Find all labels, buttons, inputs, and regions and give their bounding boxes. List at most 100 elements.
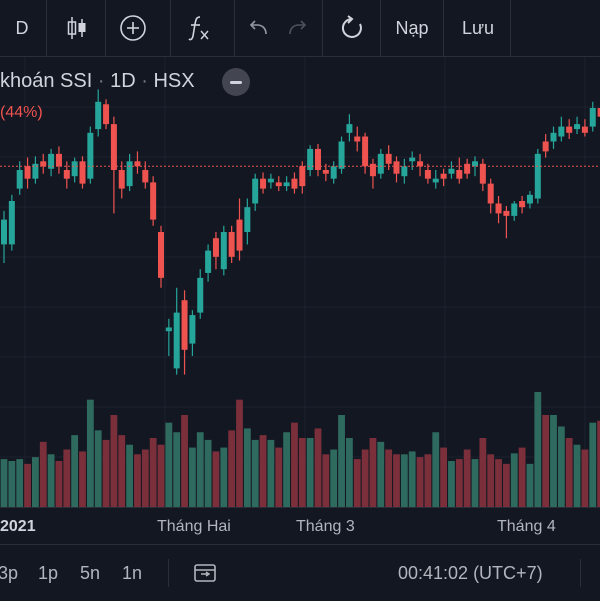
candle-body <box>409 157 416 162</box>
candle-body <box>126 161 133 187</box>
candle <box>150 176 157 226</box>
candle-body <box>79 161 86 184</box>
volume-bar <box>86 399 94 507</box>
candle-body <box>487 183 494 204</box>
candle-body <box>236 219 243 251</box>
redo-button[interactable] <box>278 0 318 56</box>
volume-bar <box>79 451 86 507</box>
range-button[interactable]: 1n <box>122 563 143 583</box>
volume-bar <box>189 447 196 507</box>
volume-bar <box>448 461 455 507</box>
range-button[interactable]: 5n <box>80 563 101 583</box>
toolbar-divider <box>234 0 235 56</box>
candle <box>79 156 86 189</box>
candle <box>424 163 431 184</box>
candle-body <box>330 166 337 179</box>
candle-body <box>173 312 180 369</box>
candle <box>205 244 212 282</box>
candle-body <box>212 238 219 257</box>
chart-type-button[interactable] <box>52 0 102 56</box>
volume-bar <box>196 432 204 507</box>
interval-button[interactable]: D <box>0 0 44 56</box>
volume-bar <box>134 454 141 507</box>
collapse-icon <box>230 80 242 84</box>
chart-pane[interactable] <box>0 57 600 507</box>
volume-bar <box>24 463 31 507</box>
price-chart[interactable] <box>0 57 600 507</box>
volume-bar <box>393 454 400 507</box>
range-button[interactable]: 3p <box>0 563 19 583</box>
candle <box>566 119 573 139</box>
refresh-button[interactable] <box>326 0 378 56</box>
candle-body <box>417 161 424 167</box>
candle-body <box>197 277 204 313</box>
volume-bar <box>267 439 275 507</box>
volume-bar <box>181 415 188 507</box>
date-range-button[interactable] <box>192 560 218 591</box>
bottom-divider <box>580 559 581 587</box>
candle-body <box>244 207 251 232</box>
candle <box>291 172 298 194</box>
legend-dot: · <box>92 70 111 92</box>
candle <box>479 158 486 192</box>
candle-body <box>574 124 581 130</box>
indicators-button[interactable] <box>174 0 224 56</box>
volume-bar <box>94 430 102 507</box>
candle <box>134 151 141 174</box>
candle <box>369 158 376 189</box>
candle-body <box>16 170 23 189</box>
time-axis[interactable]: 2021 Tháng Hai Tháng 3 Tháng 4 <box>0 507 600 544</box>
volume-bar <box>455 459 463 507</box>
candle <box>432 170 439 189</box>
candle <box>377 148 384 179</box>
volume-bar <box>212 451 220 507</box>
candle <box>574 116 581 135</box>
candle-body <box>275 182 282 187</box>
volume-bar <box>0 459 8 507</box>
candle-body <box>32 163 39 179</box>
bottom-divider <box>168 559 169 587</box>
compare-range-icon <box>194 564 216 582</box>
volume-bar <box>283 432 290 507</box>
candle-body <box>385 153 392 164</box>
candle <box>409 151 416 170</box>
volume-bar <box>495 459 502 507</box>
load-button[interactable]: Nạp <box>384 0 440 56</box>
candle <box>346 114 353 142</box>
candle <box>464 158 471 179</box>
candle <box>315 143 321 177</box>
volume-bar <box>330 449 338 507</box>
volume-bar <box>39 441 47 507</box>
volume-bar <box>173 432 181 507</box>
candle <box>362 132 369 174</box>
time-axis-label: Tháng Hai <box>157 518 231 535</box>
candle-body <box>526 194 533 204</box>
add-indicator-button[interactable] <box>108 0 158 56</box>
interval-label: D <box>15 17 29 38</box>
candle <box>550 126 557 149</box>
clock-timezone[interactable]: 00:41:02 (UTC+7) <box>398 563 543 583</box>
range-button[interactable]: 1p <box>38 563 59 583</box>
candle-body <box>307 148 314 170</box>
candle-body <box>432 178 439 183</box>
legend-symbol[interactable]: khoán SSI <box>0 70 93 92</box>
candle <box>558 116 565 142</box>
volume-bar <box>165 422 173 507</box>
volume-bar <box>322 454 330 507</box>
candle-body <box>1 219 7 245</box>
legend-interval: 1D <box>110 70 136 92</box>
toolbar-divider <box>510 0 511 56</box>
candle-body <box>456 170 463 179</box>
load-label: Nạp <box>395 17 429 38</box>
candle <box>48 148 55 177</box>
save-button[interactable]: Lưu <box>447 0 509 56</box>
undo-button[interactable] <box>238 0 278 56</box>
legend-collapse-button[interactable] <box>222 68 250 96</box>
candle-body <box>252 178 259 204</box>
candle-body <box>158 232 164 278</box>
volume-bar <box>275 447 283 507</box>
candle <box>354 126 361 152</box>
volume-bar <box>369 438 377 507</box>
candle-body <box>260 178 267 189</box>
candle <box>158 225 164 288</box>
